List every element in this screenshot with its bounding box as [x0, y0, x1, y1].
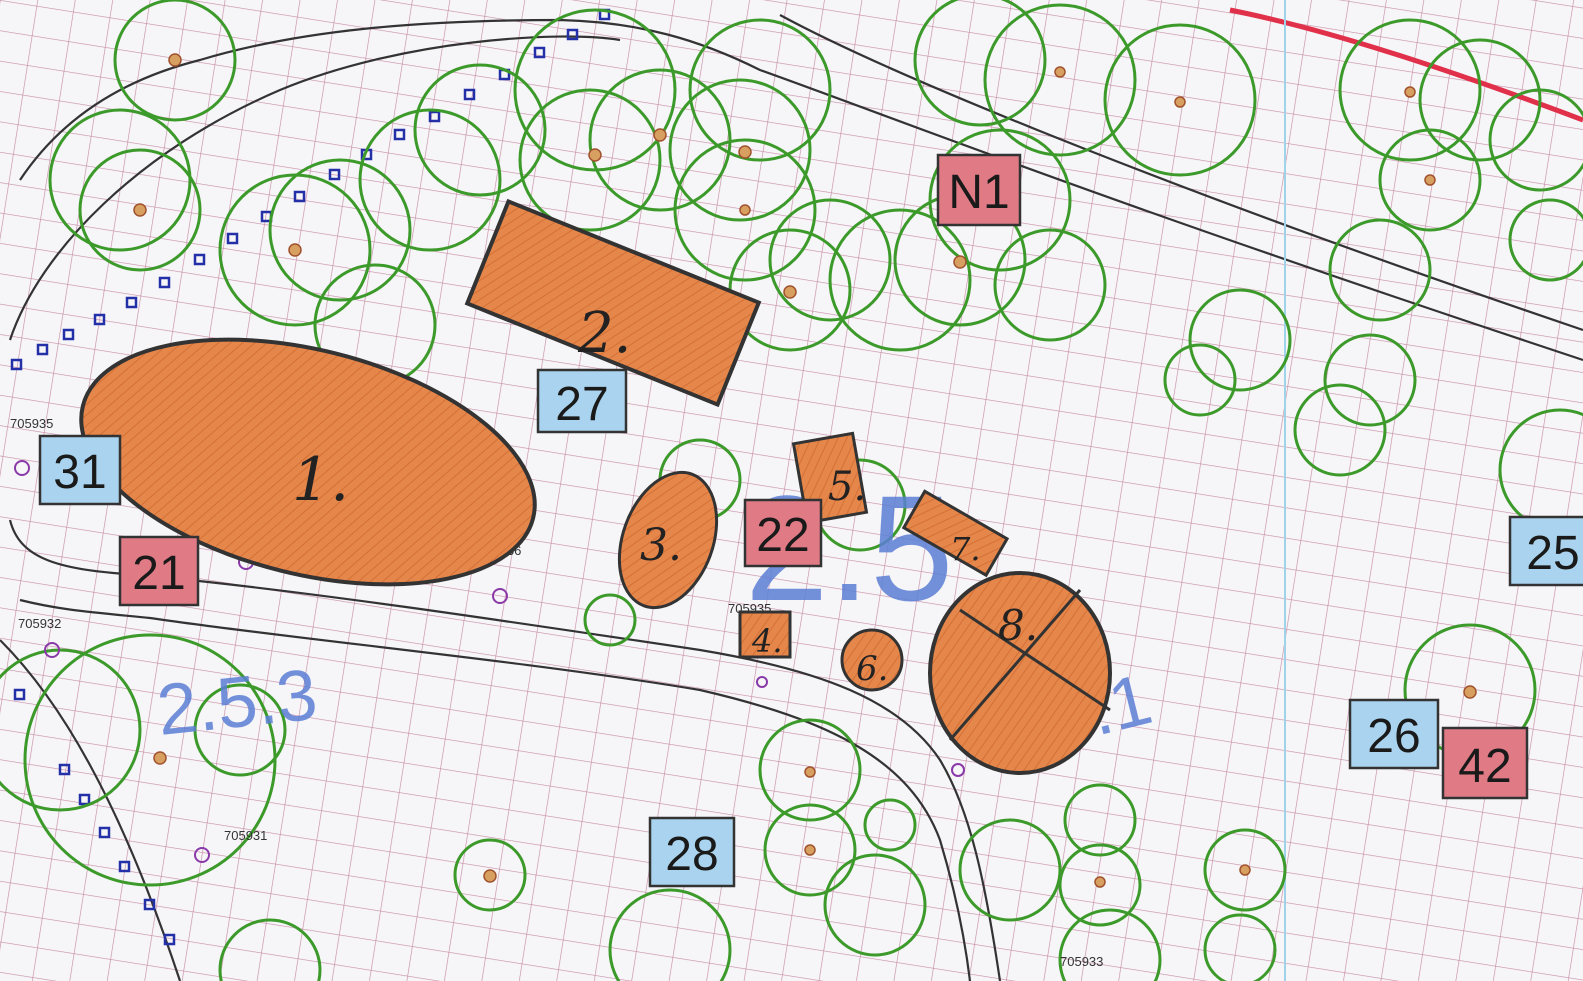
- survey-point-705933: 705933: [1060, 954, 1103, 969]
- plot-8-label: 8.: [998, 601, 1038, 650]
- survey-point-705931: 705931: [224, 828, 267, 843]
- label-22-text: 22: [756, 509, 809, 562]
- label-box-28[interactable]: [648, 816, 736, 888]
- survey-point-705932: 705932: [18, 616, 61, 631]
- red-boundary-line: [1229, 7, 1583, 123]
- label-boxes: [38, 153, 1583, 888]
- plot-1-label: 1.: [292, 445, 349, 515]
- plot-2[interactable]: [464, 198, 762, 408]
- label-42-text: 42: [1458, 740, 1511, 793]
- label-27-text: 27: [555, 378, 608, 431]
- label-box-42[interactable]: [1441, 726, 1529, 800]
- zone-label-2-5-3: 2.5.3: [153, 655, 321, 751]
- plot-4-label: 4.: [751, 622, 783, 660]
- label-box-21[interactable]: [118, 535, 200, 607]
- plot-3[interactable]: [602, 459, 734, 621]
- label-box-22[interactable]: [743, 498, 823, 568]
- label-31-text: 31: [53, 446, 106, 499]
- label-box-27[interactable]: [536, 368, 628, 434]
- plot-3-label: 3.: [640, 520, 682, 571]
- survey-point-705935-a: 705935: [10, 416, 53, 431]
- label-box-n1[interactable]: [936, 153, 1022, 227]
- plot-6-label: 6.: [856, 649, 888, 689]
- plot-numbers: 1. 2. 3. 4. 5. 6. 7. 8.: [292, 301, 1038, 689]
- label-26-text: 26: [1367, 710, 1420, 763]
- label-n1-text: N1: [948, 166, 1009, 219]
- label-25-text: 25: [1526, 527, 1579, 580]
- plot-5-label: 5.: [828, 464, 866, 510]
- plot-6[interactable]: [840, 628, 904, 692]
- plot-8[interactable]: [928, 571, 1112, 775]
- plot-4[interactable]: [738, 610, 792, 659]
- label-21-text: 21: [132, 547, 185, 600]
- plot-7-label: 7.: [950, 530, 981, 568]
- label-box-26[interactable]: [1348, 698, 1440, 770]
- plot-7[interactable]: [901, 489, 1010, 578]
- plot-2-label: 2.: [577, 301, 631, 366]
- label-box-texts: 31 21 27 22 N1 28 26 42 25: [53, 166, 1579, 881]
- survey-markers: [14, 460, 965, 863]
- label-box-31[interactable]: [38, 434, 122, 506]
- plot-1[interactable]: [56, 297, 560, 627]
- label-28-text: 28: [665, 828, 718, 881]
- tree-trunks: [133, 53, 1477, 888]
- label-box-25[interactable]: [1508, 515, 1583, 587]
- plots: [56, 198, 1112, 775]
